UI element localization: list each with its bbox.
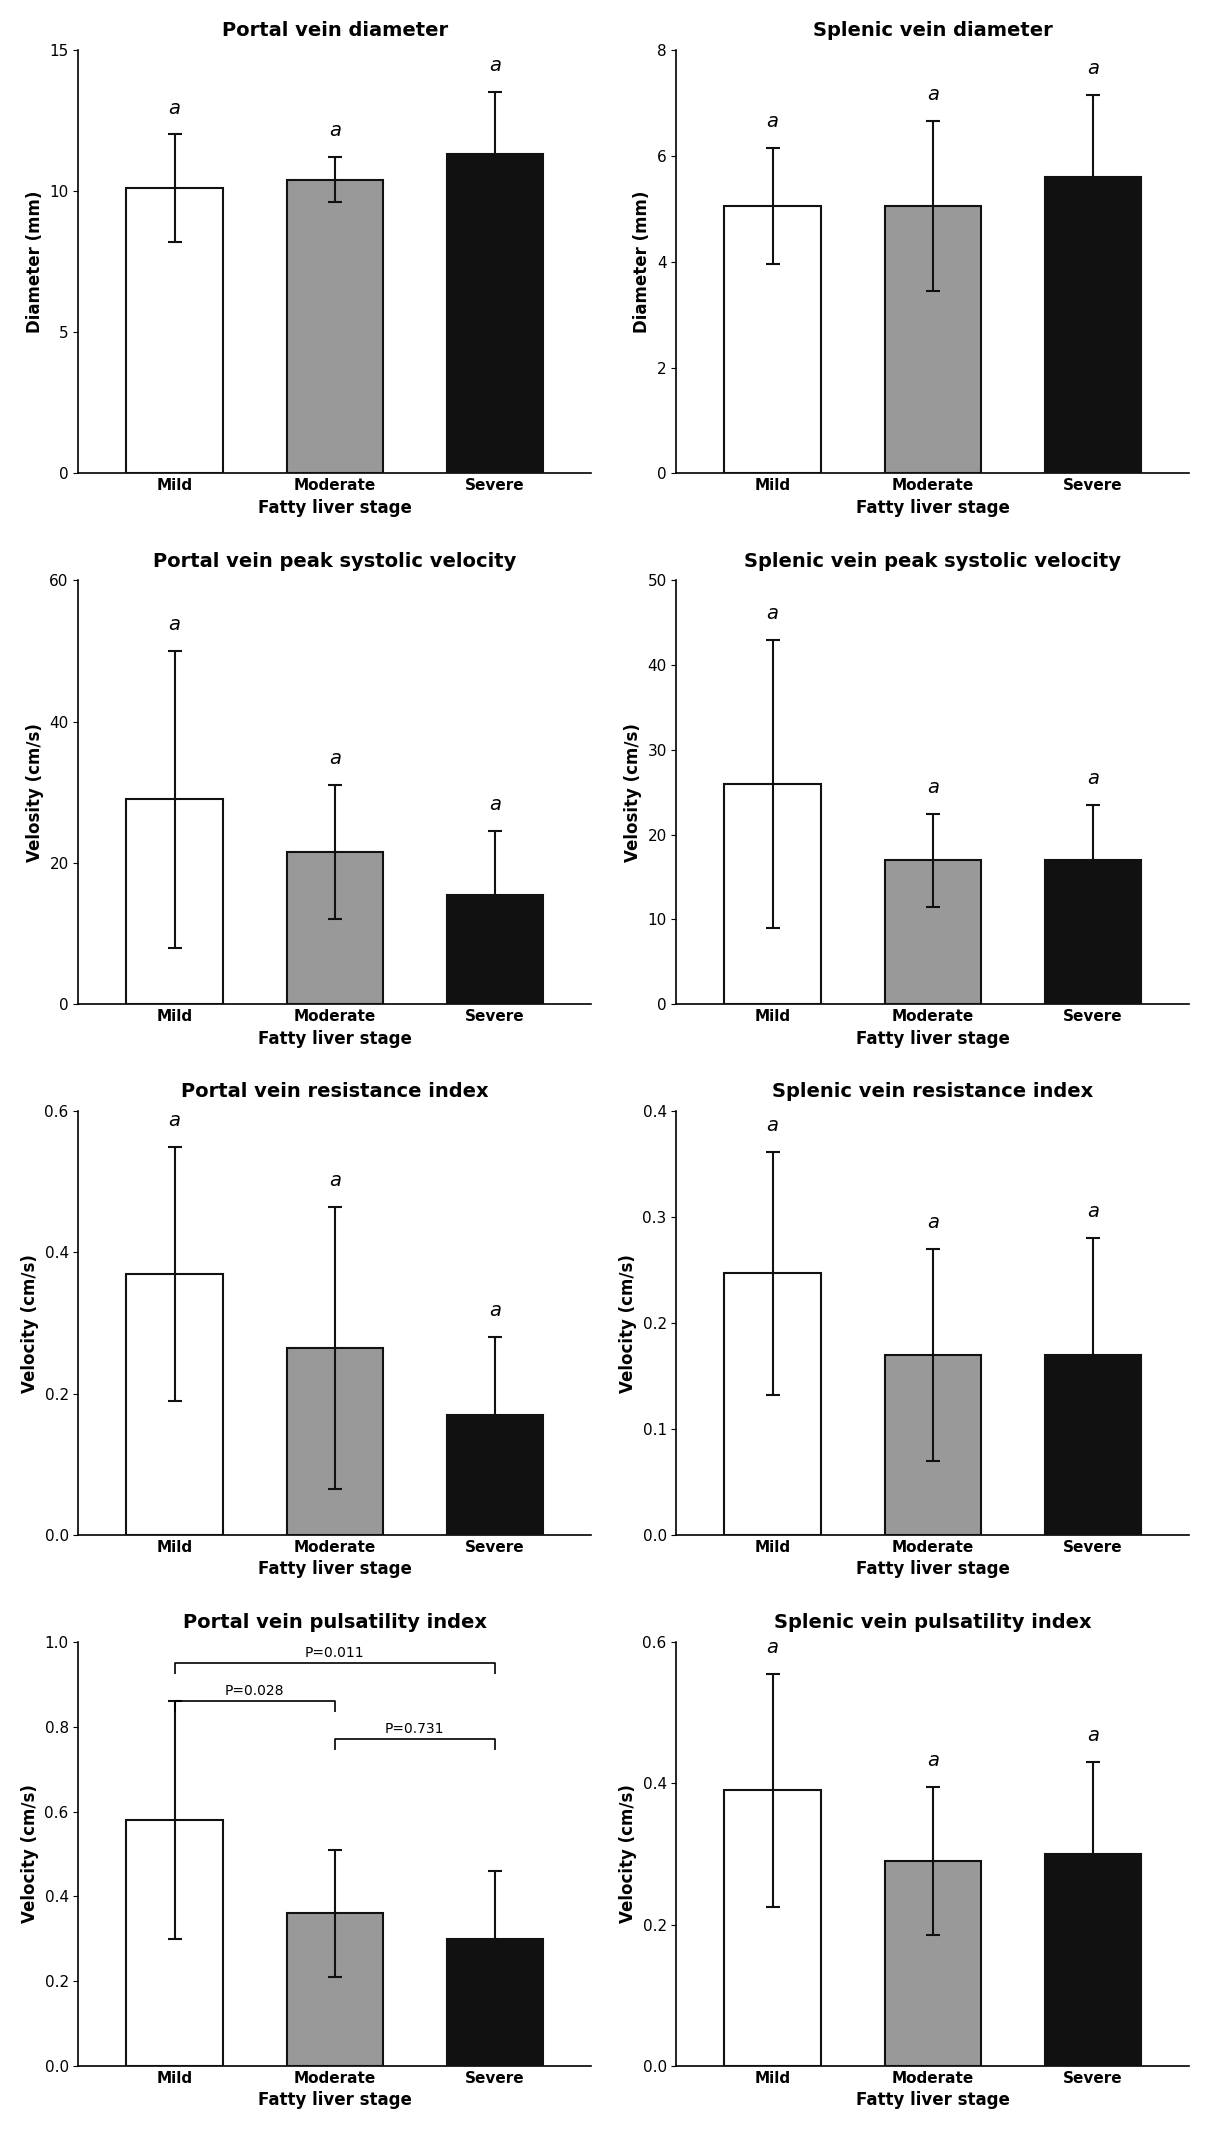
Y-axis label: Velocity (cm/s): Velocity (cm/s) <box>618 1255 636 1393</box>
Title: Splenic vein pulsatility index: Splenic vein pulsatility index <box>774 1612 1091 1632</box>
Y-axis label: Velocity (cm/s): Velocity (cm/s) <box>21 1785 39 1923</box>
Text: a: a <box>329 121 341 141</box>
Y-axis label: Velocity (cm/s): Velocity (cm/s) <box>21 1255 39 1393</box>
Title: Portal vein diameter: Portal vein diameter <box>221 21 448 40</box>
Y-axis label: Velosity (cm/s): Velosity (cm/s) <box>25 722 44 863</box>
Bar <box>126 1274 223 1536</box>
Bar <box>287 179 382 473</box>
Bar <box>1045 861 1141 1003</box>
Text: a: a <box>1087 60 1099 79</box>
Text: a: a <box>168 1110 180 1129</box>
Bar <box>287 1348 382 1536</box>
Bar <box>725 207 820 473</box>
Text: a: a <box>927 1212 939 1231</box>
Text: a: a <box>767 605 778 622</box>
X-axis label: Fatty liver stage: Fatty liver stage <box>258 1029 411 1048</box>
X-axis label: Fatty liver stage: Fatty liver stage <box>855 1561 1009 1578</box>
Bar <box>885 1862 981 2066</box>
Bar <box>126 187 223 473</box>
X-axis label: Fatty liver stage: Fatty liver stage <box>855 498 1009 518</box>
Title: Portal vein pulsatility index: Portal vein pulsatility index <box>183 1612 486 1632</box>
Text: a: a <box>767 111 778 130</box>
Bar <box>126 1819 223 2066</box>
Title: Splenic vein diameter: Splenic vein diameter <box>813 21 1053 40</box>
Text: a: a <box>489 1301 501 1321</box>
X-axis label: Fatty liver stage: Fatty liver stage <box>855 2092 1009 2109</box>
Text: a: a <box>927 777 939 797</box>
Text: a: a <box>927 1751 939 1770</box>
Bar <box>446 1414 543 1536</box>
Bar <box>885 861 981 1003</box>
Title: Splenic vein peak systolic velocity: Splenic vein peak systolic velocity <box>744 552 1122 571</box>
Bar <box>725 784 820 1003</box>
Bar <box>1045 1355 1141 1536</box>
Y-axis label: Diameter (mm): Diameter (mm) <box>633 190 651 332</box>
Bar <box>287 1913 382 2066</box>
Bar <box>446 895 543 1003</box>
X-axis label: Fatty liver stage: Fatty liver stage <box>258 2092 411 2109</box>
Bar <box>287 852 382 1003</box>
Bar <box>885 1355 981 1536</box>
Text: P=0.011: P=0.011 <box>305 1646 364 1659</box>
Bar <box>725 1791 820 2066</box>
Text: a: a <box>489 55 501 75</box>
Text: a: a <box>329 1172 341 1191</box>
X-axis label: Fatty liver stage: Fatty liver stage <box>258 1561 411 1578</box>
Y-axis label: Velocity (cm/s): Velocity (cm/s) <box>618 1785 636 1923</box>
X-axis label: Fatty liver stage: Fatty liver stage <box>258 498 411 518</box>
Text: a: a <box>767 1116 778 1135</box>
Text: P=0.731: P=0.731 <box>385 1721 444 1736</box>
Bar <box>885 207 981 473</box>
Bar <box>126 799 223 1003</box>
Text: a: a <box>1087 769 1099 788</box>
Text: a: a <box>767 1638 778 1657</box>
Title: Portal vein resistance index: Portal vein resistance index <box>182 1082 489 1101</box>
Text: P=0.028: P=0.028 <box>225 1685 284 1698</box>
X-axis label: Fatty liver stage: Fatty liver stage <box>855 1029 1009 1048</box>
Bar <box>1045 1853 1141 2066</box>
Bar <box>446 153 543 473</box>
Title: Portal vein peak systolic velocity: Portal vein peak systolic velocity <box>152 552 517 571</box>
Text: a: a <box>489 794 501 814</box>
Bar <box>725 1274 820 1536</box>
Text: a: a <box>168 616 180 635</box>
Bar <box>446 1938 543 2066</box>
Y-axis label: Velosity (cm/s): Velosity (cm/s) <box>624 722 641 863</box>
Text: a: a <box>168 98 180 117</box>
Text: a: a <box>1087 1203 1099 1220</box>
Text: a: a <box>927 85 939 104</box>
Text: a: a <box>1087 1725 1099 1744</box>
Text: a: a <box>329 750 341 769</box>
Title: Splenic vein resistance index: Splenic vein resistance index <box>772 1082 1094 1101</box>
Bar <box>1045 177 1141 473</box>
Y-axis label: Diameter (mm): Diameter (mm) <box>25 190 44 332</box>
